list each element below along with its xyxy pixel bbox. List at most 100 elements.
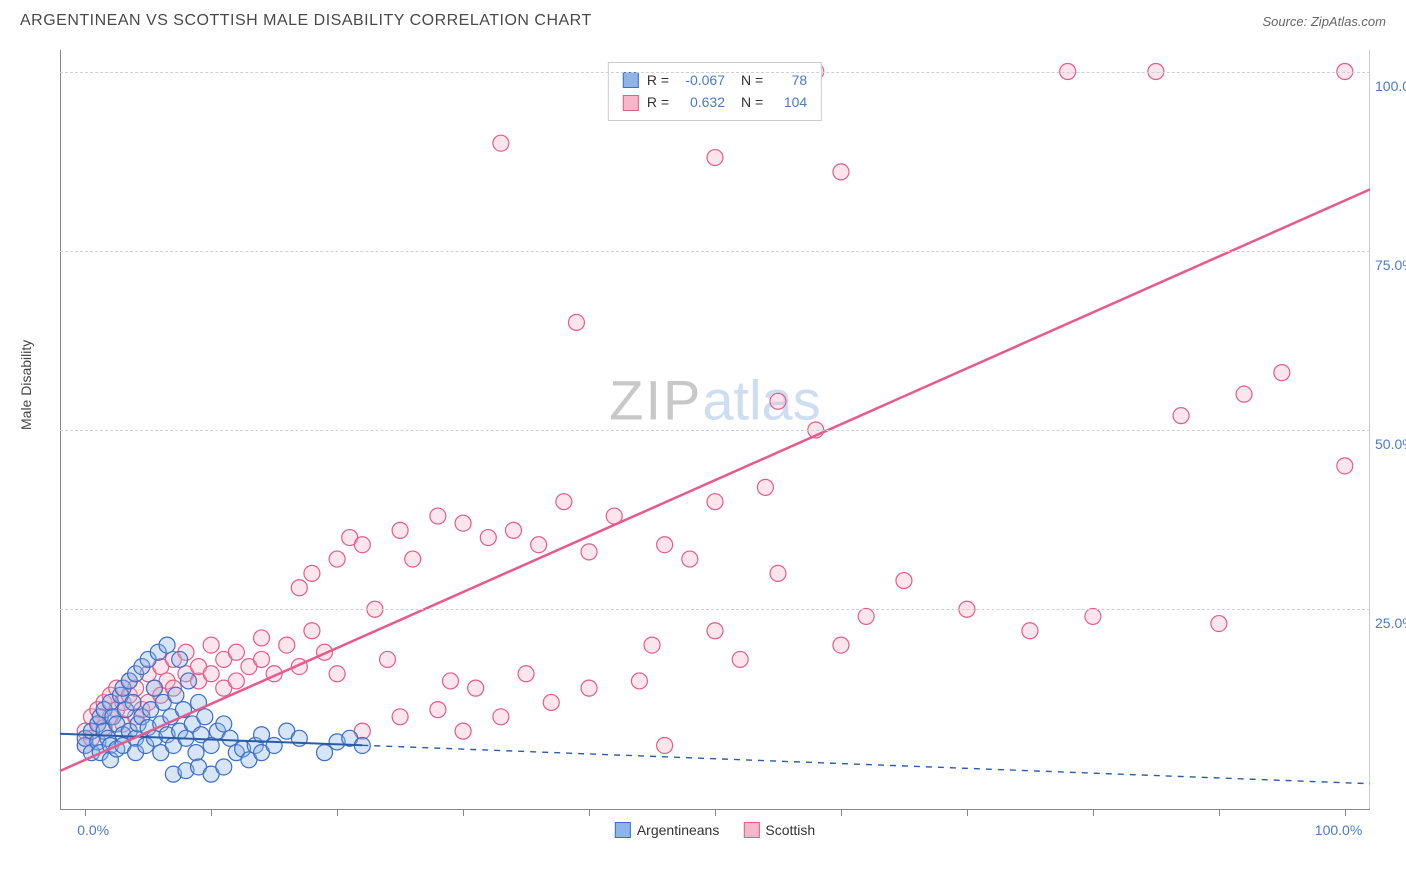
data-point bbox=[531, 537, 547, 553]
y-tick-label: 25.0% bbox=[1375, 615, 1406, 631]
data-point bbox=[203, 637, 219, 653]
y-tick-label: 50.0% bbox=[1375, 436, 1406, 452]
legend-series-item: Argentineans bbox=[615, 822, 720, 838]
data-point bbox=[405, 551, 421, 567]
legend-stat-row: R = 0.632 N = 104 bbox=[623, 91, 807, 113]
data-point bbox=[1085, 608, 1101, 624]
x-tick bbox=[337, 810, 338, 816]
data-point bbox=[279, 637, 295, 653]
x-tick-label: 100.0% bbox=[1315, 822, 1362, 838]
data-point bbox=[568, 314, 584, 330]
data-point bbox=[455, 515, 471, 531]
data-point bbox=[707, 494, 723, 510]
x-tick bbox=[463, 810, 464, 816]
data-point bbox=[770, 565, 786, 581]
data-point bbox=[329, 551, 345, 567]
data-point bbox=[1211, 616, 1227, 632]
data-point bbox=[380, 651, 396, 667]
data-point bbox=[168, 687, 184, 703]
x-tick bbox=[967, 810, 968, 816]
data-point bbox=[707, 150, 723, 166]
legend-n-label: N = bbox=[741, 91, 763, 113]
data-point bbox=[581, 544, 597, 560]
data-point bbox=[1337, 458, 1353, 474]
legend-series-label: Argentineans bbox=[637, 822, 720, 838]
x-tick bbox=[1345, 810, 1346, 816]
data-point bbox=[1274, 365, 1290, 381]
data-point bbox=[1173, 408, 1189, 424]
legend-series-label: Scottish bbox=[765, 822, 815, 838]
data-point bbox=[455, 723, 471, 739]
data-point bbox=[329, 666, 345, 682]
x-tick bbox=[589, 810, 590, 816]
data-point bbox=[518, 666, 534, 682]
data-point bbox=[657, 737, 673, 753]
data-point bbox=[682, 551, 698, 567]
data-point bbox=[203, 666, 219, 682]
legend-swatch bbox=[623, 72, 639, 88]
x-tick bbox=[841, 810, 842, 816]
chart-source: Source: ZipAtlas.com bbox=[1262, 14, 1386, 29]
data-point bbox=[493, 135, 509, 151]
legend-n-value: 104 bbox=[771, 91, 807, 113]
data-point bbox=[833, 164, 849, 180]
data-point bbox=[172, 651, 188, 667]
x-tick bbox=[1219, 810, 1220, 816]
data-point bbox=[631, 673, 647, 689]
chart-header: ARGENTINEAN VS SCOTTISH MALE DISABILITY … bbox=[0, 0, 1406, 38]
y-tick-label: 100.0% bbox=[1375, 78, 1406, 94]
legend-swatch bbox=[615, 822, 631, 838]
x-tick bbox=[1093, 810, 1094, 816]
data-point bbox=[468, 680, 484, 696]
data-point bbox=[197, 709, 213, 725]
data-point bbox=[254, 651, 270, 667]
y-axis-label: Male Disability bbox=[18, 340, 34, 430]
x-tick bbox=[85, 810, 86, 816]
x-tick bbox=[211, 810, 212, 816]
data-point bbox=[505, 522, 521, 538]
legend-r-label: R = bbox=[647, 91, 669, 113]
data-point bbox=[317, 745, 333, 761]
data-point bbox=[757, 479, 773, 495]
data-point bbox=[430, 508, 446, 524]
data-point bbox=[188, 745, 204, 761]
data-point bbox=[732, 651, 748, 667]
data-point bbox=[644, 637, 660, 653]
gridline bbox=[60, 430, 1370, 431]
data-point bbox=[556, 494, 572, 510]
data-point bbox=[125, 694, 141, 710]
data-point bbox=[657, 537, 673, 553]
data-point bbox=[216, 759, 232, 775]
data-point bbox=[480, 530, 496, 546]
legend-swatch bbox=[623, 95, 639, 111]
legend-series: Argentineans Scottish bbox=[615, 822, 815, 838]
data-point bbox=[180, 673, 196, 689]
x-tick-label: 0.0% bbox=[77, 822, 109, 838]
data-point bbox=[392, 522, 408, 538]
data-point bbox=[1022, 623, 1038, 639]
data-point bbox=[266, 737, 282, 753]
data-point bbox=[493, 709, 509, 725]
data-point bbox=[543, 694, 559, 710]
chart-title: ARGENTINEAN VS SCOTTISH MALE DISABILITY … bbox=[20, 12, 592, 30]
trend-line bbox=[60, 189, 1370, 771]
chart-plot-area: ZIPatlas R =-0.067N =78R =0.632N =104 Ar… bbox=[60, 50, 1370, 810]
legend-swatch bbox=[743, 822, 759, 838]
x-tick bbox=[715, 810, 716, 816]
data-point bbox=[304, 565, 320, 581]
data-point bbox=[442, 673, 458, 689]
data-point bbox=[896, 573, 912, 589]
data-point bbox=[228, 644, 244, 660]
data-point bbox=[1236, 386, 1252, 402]
legend-r-value: 0.632 bbox=[677, 91, 725, 113]
trend-line-extrapolated bbox=[362, 745, 1370, 783]
data-point bbox=[581, 680, 597, 696]
gridline bbox=[60, 72, 1370, 73]
data-point bbox=[770, 393, 786, 409]
data-point bbox=[707, 623, 723, 639]
data-point bbox=[254, 630, 270, 646]
data-point bbox=[216, 716, 232, 732]
data-point bbox=[392, 709, 408, 725]
data-point bbox=[146, 680, 162, 696]
data-point bbox=[159, 637, 175, 653]
